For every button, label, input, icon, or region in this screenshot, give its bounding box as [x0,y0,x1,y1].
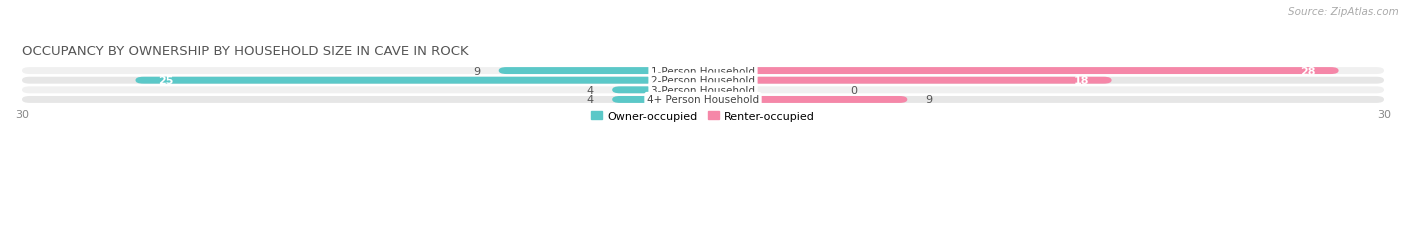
FancyBboxPatch shape [703,68,1339,75]
FancyBboxPatch shape [22,87,1384,94]
Text: OCCUPANCY BY OWNERSHIP BY HOUSEHOLD SIZE IN CAVE IN ROCK: OCCUPANCY BY OWNERSHIP BY HOUSEHOLD SIZE… [22,45,468,58]
Legend: Owner-occupied, Renter-occupied: Owner-occupied, Renter-occupied [592,111,814,121]
FancyBboxPatch shape [703,77,1112,84]
FancyBboxPatch shape [22,77,1384,84]
Text: 1-Person Household: 1-Person Household [651,66,755,76]
Text: 2-Person Household: 2-Person Household [651,76,755,86]
FancyBboxPatch shape [22,68,1384,75]
Text: 18: 18 [1073,76,1088,86]
Text: Source: ZipAtlas.com: Source: ZipAtlas.com [1288,7,1399,17]
Text: 28: 28 [1301,66,1316,76]
Text: 4: 4 [586,95,595,105]
FancyBboxPatch shape [499,68,703,75]
FancyBboxPatch shape [703,97,907,103]
Text: 3-Person Household: 3-Person Household [651,85,755,95]
Text: 9: 9 [474,66,481,76]
FancyBboxPatch shape [135,77,703,84]
FancyBboxPatch shape [612,87,703,94]
Text: 25: 25 [159,76,173,86]
Text: 4+ Person Household: 4+ Person Household [647,95,759,105]
Text: 4: 4 [586,85,595,95]
FancyBboxPatch shape [22,97,1384,103]
Text: 9: 9 [925,95,932,105]
Text: 0: 0 [851,85,858,95]
FancyBboxPatch shape [612,97,703,103]
